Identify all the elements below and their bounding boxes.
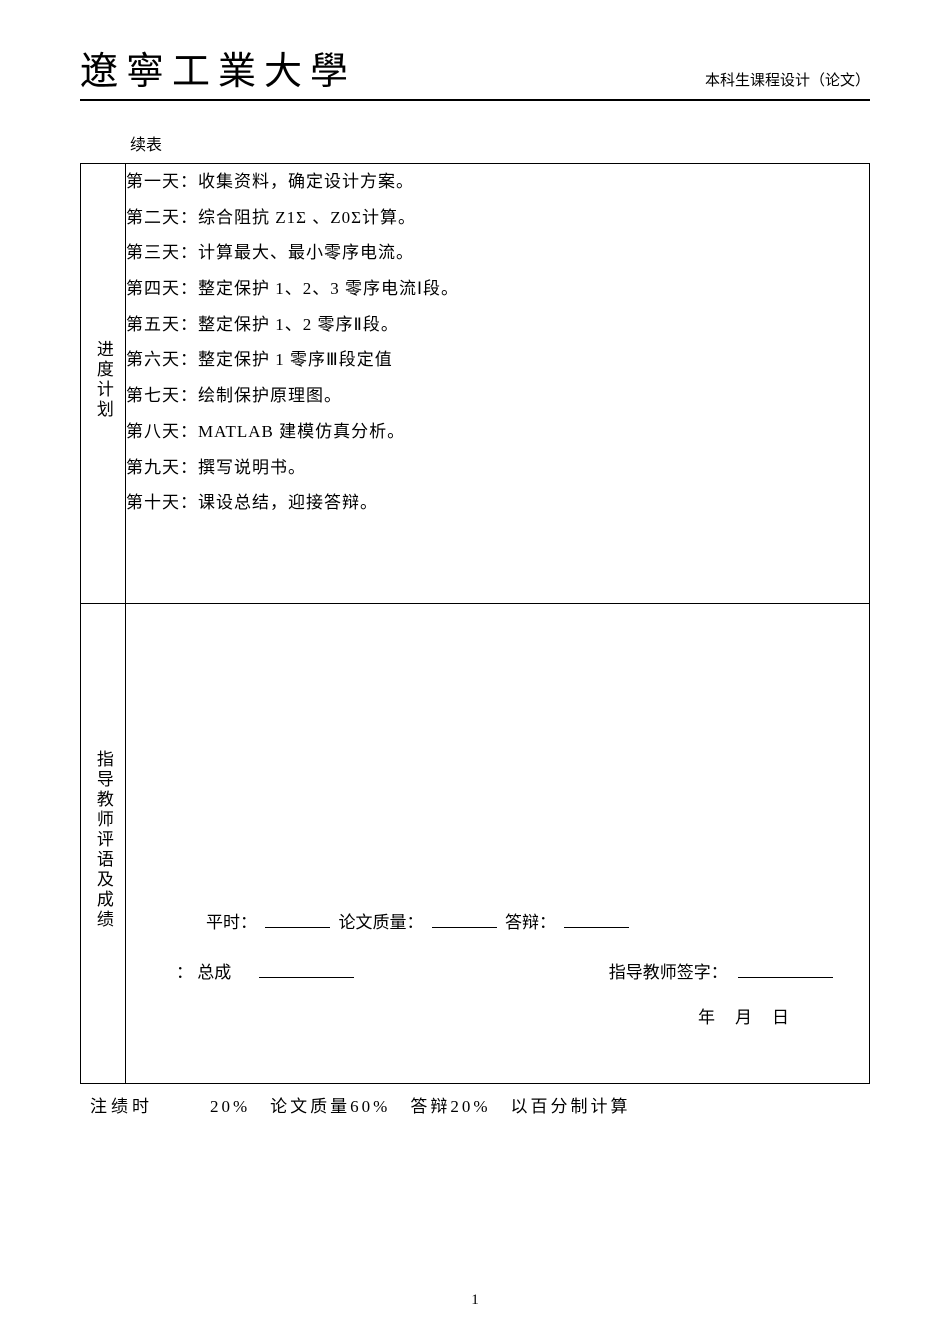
schedule-day-3: 第三天：计算最大、最小零序电流。 [126,235,869,271]
total-prefix: ： [176,963,193,982]
footnote-label: 注绩时 [90,1092,160,1117]
page-header: 遼寧工業大學 本科生课程设计（论文） [80,40,870,101]
schedule-day-7: 第七天：绘制保护原理图。 [126,378,869,414]
total-score-blank [259,977,354,978]
scores-row: 平时： 论文质量： 答辩： [206,908,633,933]
footnote-row: 注绩时 20% 论文质量60% 答辩20% 以百分制计算 [80,1092,870,1117]
university-name: 遼寧工業大學 [80,40,356,95]
comments-label: 指导教师评语及成绩 [91,750,115,930]
page-number: 1 [0,1292,950,1309]
comments-content-cell: 平时： 论文质量： 答辩： ： 总成 指导教师签字： [126,604,870,1084]
signature-label: 指导教师签字： [609,963,728,982]
comments-label-cell: 指导教师评语及成绩 [81,604,126,1084]
quality-score-blank [432,927,497,928]
defense-label: 答辩： [505,913,556,932]
date-day: 日 [772,1008,809,1027]
total-label: 总成 [197,963,231,982]
daily-label: 平时： [206,913,257,932]
date-year: 年 [698,1008,735,1027]
schedule-day-6: 第六天：整定保护 1 零序Ⅲ段定值 [126,342,869,378]
schedule-day-2: 第二天：综合阻抗 Z1Σ 、Z0Σ计算。 [126,200,869,236]
date-row: 年月日 [698,1003,809,1028]
defense-score-blank [564,927,629,928]
schedule-day-8: 第八天：MATLAB 建模仿真分析。 [126,414,869,450]
daily-score-blank [265,927,330,928]
schedule-day-5: 第五天：整定保护 1、2 零序Ⅱ段。 [126,307,869,343]
schedule-label-cell: 进度计划 [81,164,126,604]
schedule-content-cell: 第一天：收集资料，确定设计方案。 第二天：综合阻抗 Z1Σ 、Z0Σ计算。 第三… [126,164,870,604]
total-signature-row: ： 总成 指导教师签字： [176,958,839,983]
quality-label: 论文质量： [339,913,424,932]
document-type: 本科生课程设计（论文） [705,69,870,95]
date-month: 月 [735,1008,772,1027]
schedule-day-9: 第九天：撰写说明书。 [126,450,869,486]
schedule-day-1: 第一天：收集资料，确定设计方案。 [126,164,869,200]
main-table: 进度计划 第一天：收集资料，确定设计方案。 第二天：综合阻抗 Z1Σ 、Z0Σ计… [80,163,870,1084]
continue-table-label: 续表 [130,131,870,155]
schedule-label: 进度计划 [91,340,115,420]
signature-blank [738,977,833,978]
footnote-content: 20% 论文质量60% 答辩20% 以百分制计算 [160,1092,870,1117]
schedule-day-4: 第四天：整定保护 1、2、3 零序电流Ⅰ段。 [126,271,869,307]
schedule-day-10: 第十天：课设总结，迎接答辩。 [126,485,869,521]
